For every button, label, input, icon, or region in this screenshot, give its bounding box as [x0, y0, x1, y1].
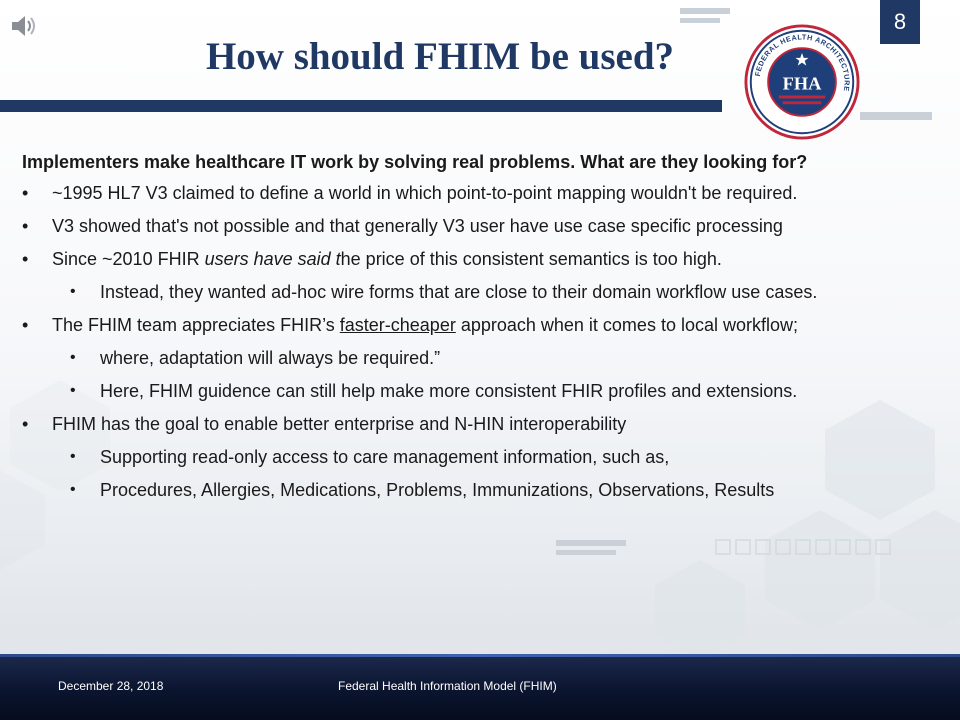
footer-date: December 28, 2018	[58, 679, 164, 693]
list-item: • V3 showed that's not possible and that…	[22, 216, 783, 236]
slide-body: Implementers make healthcare IT work by …	[22, 150, 942, 511]
footer-band	[0, 654, 960, 720]
list-item: • The FHIM team appreciates FHIR’s faste…	[22, 315, 798, 335]
bullet-dot: •	[22, 414, 29, 434]
list-item: • ~1995 HL7 V3 claimed to define a world…	[22, 183, 798, 203]
bullet-dot: •	[70, 448, 76, 465]
sub-list-item: • where, adaptation will always be requi…	[70, 348, 441, 368]
bullet-dot: •	[22, 183, 29, 203]
bullet-dot: •	[22, 315, 29, 335]
footer-title: Federal Health Information Model (FHIM)	[338, 679, 557, 693]
bullet-dot: •	[70, 481, 76, 498]
bullet-dot: •	[22, 249, 29, 269]
sub-list-item: • Here, FHIM guidence can still help mak…	[70, 381, 798, 401]
logo-abbr: FHA	[783, 74, 822, 94]
sub-list-item: • Supporting read-only access to care ma…	[70, 447, 670, 467]
emphasis-text: users have said t	[204, 249, 341, 269]
underlined-text: faster-cheaper	[339, 315, 456, 335]
bullet-dot: •	[70, 382, 76, 399]
list-item: • FHIM has the goal to enable better ent…	[22, 414, 627, 434]
bullet-dot: •	[70, 349, 76, 366]
slide-number: 8	[880, 0, 920, 44]
sub-list-item: • Instead, they wanted ad-hoc wire forms…	[70, 282, 818, 302]
bullet-dot: •	[22, 216, 29, 236]
sub-list-item: • Procedures, Allergies, Medications, Pr…	[70, 480, 775, 500]
speaker-icon[interactable]	[8, 10, 40, 42]
bullet-dot: •	[70, 283, 76, 300]
fha-logo: FHA FEDERAL HEALTH ARCHITECTURE	[744, 24, 860, 140]
slide-title: How should FHIM be used?	[205, 35, 675, 78]
title-underline-bar	[0, 100, 722, 112]
list-item: • Since ~2010 FHIR users have said the p…	[22, 249, 722, 269]
lead-statement: Implementers make healthcare IT work by …	[22, 152, 808, 172]
